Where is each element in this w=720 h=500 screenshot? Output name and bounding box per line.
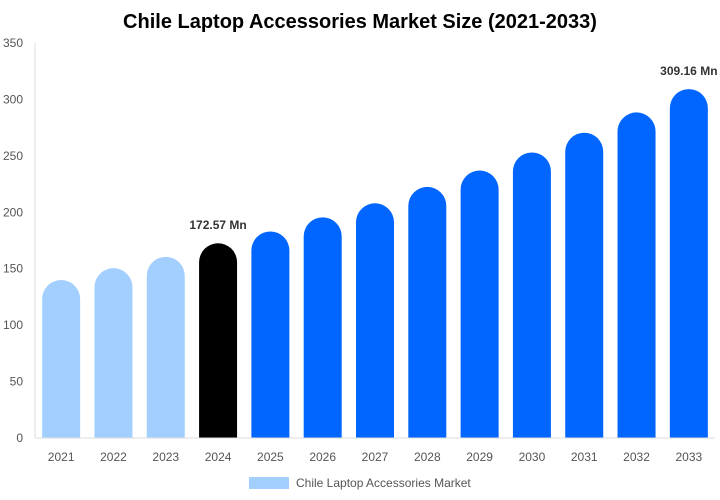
bar-2025[interactable] [251,231,290,438]
y-tick-label: 150 [3,262,23,276]
bar-2032[interactable] [617,112,656,438]
x-tick-label: 2030 [519,450,546,464]
y-tick-label: 100 [3,318,23,332]
y-axis: 0 50 100 150 200 250 300 350 [3,36,36,445]
bars [42,89,708,439]
y-tick-label: 350 [3,36,23,50]
bar-2027[interactable] [356,203,394,438]
data-label-2024: 172.57 Mn [189,218,246,232]
bar-2024[interactable] [199,243,238,438]
y-tick-label: 0 [16,431,23,445]
x-tick-label: 2028 [414,450,441,464]
x-tick-label: 2026 [309,450,336,464]
x-tick-label: 2024 [205,450,232,464]
bar-2021[interactable] [42,280,81,438]
y-tick-label: 300 [3,92,23,106]
x-tick-label: 2033 [675,450,702,464]
bar-2028[interactable] [408,186,447,438]
bar-2029[interactable] [460,170,499,438]
x-tick-label: 2023 [152,450,179,464]
bar-2033[interactable] [669,89,708,439]
bar-2026[interactable] [303,217,342,438]
data-labels: 172.57 Mn 309.16 Mn [189,64,717,232]
x-tick-label: 2032 [623,450,650,464]
legend[interactable]: Chile Laptop Accessories Market [249,476,471,490]
bar-2022[interactable] [94,268,133,438]
x-tick-label: 2027 [362,450,389,464]
bar-2023[interactable] [146,256,185,438]
legend-label: Chile Laptop Accessories Market [296,476,471,490]
chart-title: Chile Laptop Accessories Market Size (20… [123,11,597,33]
y-tick-label: 200 [3,205,23,219]
x-tick-label: 2031 [571,450,598,464]
x-tick-label: 2025 [257,450,284,464]
y-tick-label: 50 [10,375,24,389]
x-tick-label: 2022 [100,450,127,464]
bar-2031[interactable] [565,132,604,438]
x-tick-label: 2021 [48,450,75,464]
x-axis: 2021 2022 2023 2024 2025 2026 2027 2028 2029 2030… [35,437,715,464]
data-label-2033: 309.16 Mn [660,64,717,78]
legend-swatch [249,477,289,489]
x-tick-label: 2029 [466,450,493,464]
bar-2030[interactable] [512,152,551,438]
y-tick-label: 250 [3,149,23,163]
